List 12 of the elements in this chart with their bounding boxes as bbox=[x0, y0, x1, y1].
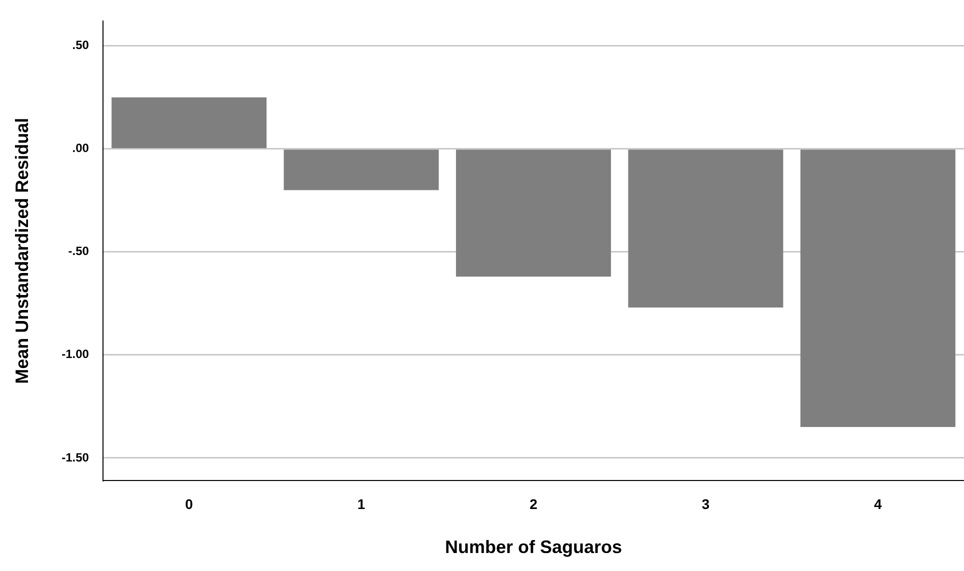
y-tick-label: -1.50 bbox=[62, 450, 90, 464]
x-tick-label: 0 bbox=[185, 496, 194, 512]
y-tick-label: .00 bbox=[72, 141, 90, 156]
x-tick-label: 3 bbox=[702, 496, 710, 512]
y-tick-label: -.50 bbox=[68, 244, 90, 258]
x-tick-label: 2 bbox=[530, 496, 538, 512]
y-tick-label: -1.00 bbox=[62, 347, 90, 362]
x-tick-label: 4 bbox=[874, 496, 882, 512]
y-tick-label: .50 bbox=[72, 38, 90, 52]
x-axis-title: Number of Saguaros bbox=[444, 537, 622, 558]
x-tick-label: 1 bbox=[357, 496, 366, 512]
y-axis-title: Mean Unstandardized Residual bbox=[12, 118, 32, 384]
